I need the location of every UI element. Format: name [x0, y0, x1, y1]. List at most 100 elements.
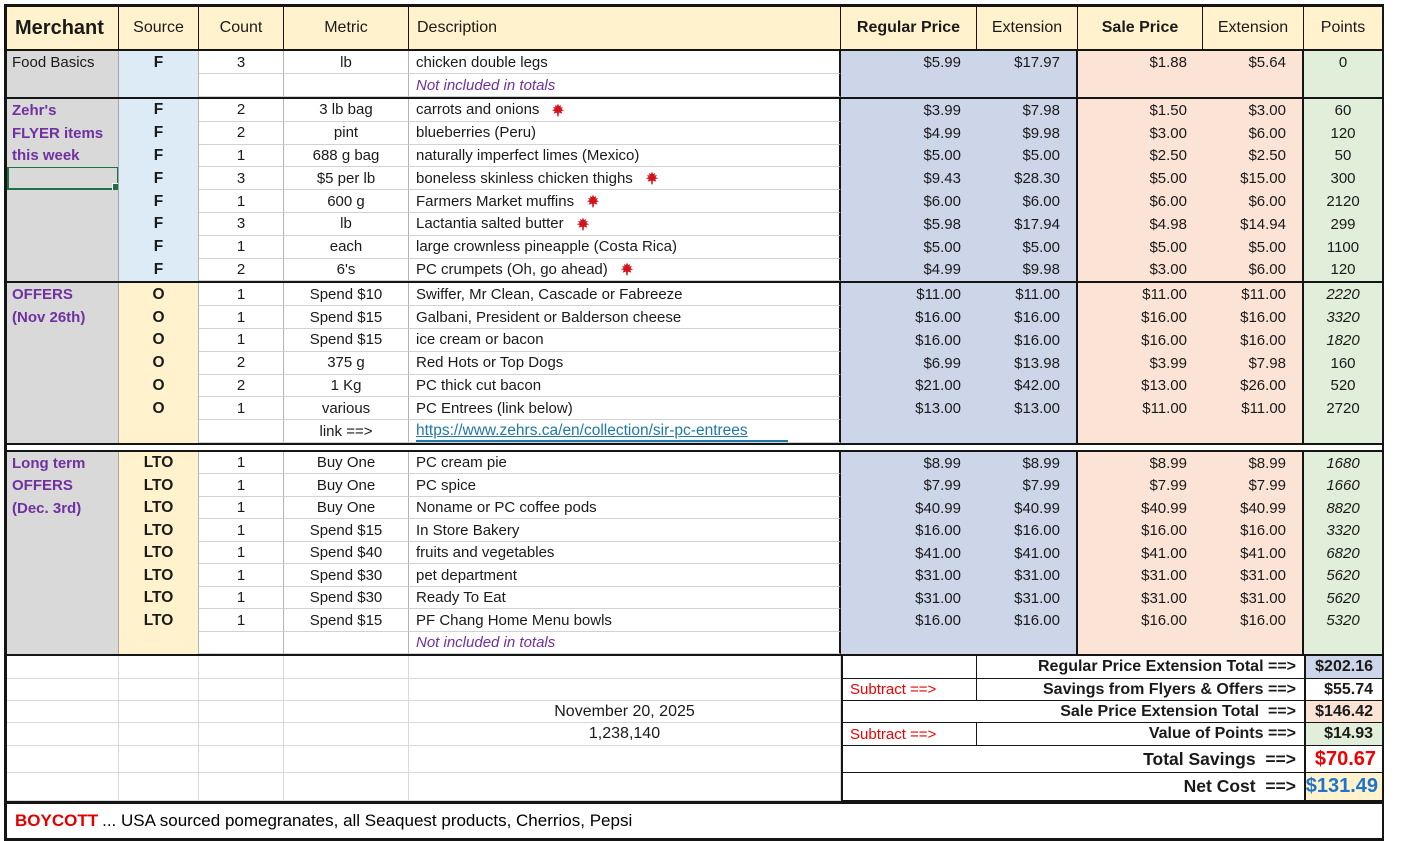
total-label[interactable]: Total Savings ==> [841, 746, 1304, 774]
cell-sale-extension[interactable]: $5.64 [1203, 51, 1304, 74]
cell-points[interactable]: 1820 [1304, 328, 1382, 352]
cell-metric[interactable] [284, 631, 409, 655]
cell-metric[interactable]: Buy One [284, 496, 409, 520]
cell-sale-extension[interactable] [1203, 631, 1304, 655]
cell-regular-price[interactable]: $16.00 [841, 609, 977, 632]
cell-sale-price[interactable] [1078, 631, 1203, 655]
cell-source[interactable]: LTO [119, 451, 199, 475]
cell-regular-price[interactable]: $16.00 [841, 306, 977, 329]
cell-sale-extension[interactable]: $6.00 [1203, 190, 1304, 213]
cell-metric[interactable]: Spend $40 [284, 541, 409, 565]
cell-description[interactable]: carrots and onions [409, 99, 841, 122]
header-description[interactable]: Description [409, 7, 841, 49]
cell-count[interactable]: 1 [199, 306, 284, 329]
cell-points[interactable]: 160 [1304, 351, 1382, 375]
cell-count[interactable]: 1 [199, 496, 284, 520]
cell-merchant[interactable] [7, 397, 119, 421]
cell-sale-extension[interactable]: $2.50 [1203, 144, 1304, 168]
cell-sale-extension[interactable]: $11.00 [1203, 283, 1304, 307]
cell-points[interactable]: 60 [1304, 99, 1382, 122]
cell-points[interactable]: 8820 [1304, 496, 1382, 520]
header-source[interactable]: Source [119, 7, 199, 49]
cell-source[interactable]: O [119, 283, 199, 307]
empty-cell[interactable] [284, 746, 409, 774]
cell-merchant[interactable] [7, 519, 119, 542]
cell-merchant[interactable] [7, 74, 119, 97]
cell-regular-price[interactable]: $7.99 [841, 474, 977, 497]
cell-source[interactable]: F [119, 167, 199, 191]
cell-count[interactable]: 2 [199, 99, 284, 122]
empty-cell[interactable] [284, 723, 409, 747]
cell-count[interactable]: 1 [199, 451, 284, 475]
cell-regular-extension[interactable]: $28.30 [977, 167, 1078, 191]
empty-cell[interactable] [119, 656, 199, 680]
cell-points[interactable]: 1660 [1304, 474, 1382, 497]
cell-sale-extension[interactable] [1203, 420, 1304, 443]
cell-points[interactable]: 3320 [1304, 519, 1382, 542]
cell-sale-extension[interactable]: $41.00 [1203, 541, 1304, 565]
cell-description[interactable]: Ready To Eat [409, 586, 841, 610]
cell-metric[interactable]: 3 lb bag [284, 99, 409, 122]
cell-regular-extension[interactable]: $42.00 [977, 374, 1078, 398]
empty-cell[interactable] [119, 773, 199, 802]
cell-count[interactable]: 1 [199, 474, 284, 497]
cell-regular-extension[interactable]: $8.99 [977, 451, 1078, 475]
cell-regular-extension[interactable] [977, 74, 1078, 97]
cell-sale-price[interactable]: $11.00 [1078, 283, 1203, 307]
cell-sale-extension[interactable]: $7.99 [1203, 474, 1304, 497]
empty-cell[interactable] [119, 679, 199, 702]
empty-cell[interactable] [119, 701, 199, 724]
cell-sale-price[interactable]: $7.99 [1078, 474, 1203, 497]
cell-sale-price[interactable]: $11.00 [1078, 397, 1203, 421]
cell-sale-extension[interactable]: $31.00 [1203, 564, 1304, 587]
empty-cell[interactable] [199, 679, 284, 702]
cell-metric[interactable]: each [284, 235, 409, 259]
cell-metric[interactable]: 1 Kg [284, 374, 409, 398]
date-cell[interactable]: 1,238,140 [409, 723, 841, 747]
header-regular-price[interactable]: Regular Price [841, 7, 977, 49]
cell-regular-price[interactable]: $40.99 [841, 496, 977, 520]
cell-metric[interactable]: lb [284, 212, 409, 236]
cell-merchant[interactable]: this week [7, 144, 119, 168]
cell-merchant[interactable] [7, 609, 119, 632]
total-label[interactable]: Value of Points ==> [977, 723, 1304, 747]
cell-regular-extension[interactable]: $11.00 [977, 283, 1078, 307]
cell-regular-price[interactable]: $11.00 [841, 283, 977, 307]
total-label[interactable]: Regular Price Extension Total ==> [977, 656, 1304, 680]
cell-regular-price[interactable]: $31.00 [841, 586, 977, 610]
empty-cell[interactable] [284, 656, 409, 680]
cell-sale-price[interactable]: $16.00 [1078, 519, 1203, 542]
empty-cell[interactable] [7, 723, 119, 747]
cell-count[interactable]: 2 [199, 121, 284, 145]
total-value[interactable]: $14.93 [1304, 723, 1382, 747]
header-metric[interactable]: Metric [284, 7, 409, 49]
cell-description[interactable]: PC Entrees (link below) [409, 397, 841, 421]
cell-sale-price[interactable]: $31.00 [1078, 586, 1203, 610]
cell-sale-price[interactable]: $1.88 [1078, 51, 1203, 74]
cell-metric[interactable]: Buy One [284, 451, 409, 475]
cell-sale-price[interactable]: $3.99 [1078, 351, 1203, 375]
cell-sale-price[interactable]: $41.00 [1078, 541, 1203, 565]
cell-sale-extension[interactable]: $8.99 [1203, 451, 1304, 475]
cell-sale-extension[interactable]: $26.00 [1203, 374, 1304, 398]
cell-sale-price[interactable]: $3.00 [1078, 121, 1203, 145]
cell-count[interactable]: 1 [199, 235, 284, 259]
cell-metric[interactable]: Spend $10 [284, 283, 409, 307]
cell-count[interactable] [199, 74, 284, 97]
cell-count[interactable]: 1 [199, 397, 284, 421]
total-value[interactable]: $70.67 [1304, 746, 1382, 774]
cell-merchant[interactable]: (Dec. 3rd) [7, 496, 119, 520]
cell-regular-extension[interactable]: $16.00 [977, 609, 1078, 632]
cell-source[interactable]: O [119, 351, 199, 375]
cell-regular-extension[interactable]: $6.00 [977, 190, 1078, 213]
empty-cell[interactable] [199, 656, 284, 680]
empty-cell[interactable] [199, 773, 284, 802]
cell-count[interactable] [199, 420, 284, 443]
cell-regular-extension[interactable]: $31.00 [977, 586, 1078, 610]
total-label[interactable]: Savings from Flyers & Offers ==> [977, 679, 1304, 702]
subtract-label[interactable]: Subtract ==> [841, 723, 977, 747]
cell-description[interactable]: Not included in totals [409, 74, 841, 97]
cell-regular-price[interactable]: $5.98 [841, 212, 977, 236]
cell-regular-extension[interactable]: $31.00 [977, 564, 1078, 587]
cell-regular-extension[interactable]: $17.97 [977, 51, 1078, 74]
